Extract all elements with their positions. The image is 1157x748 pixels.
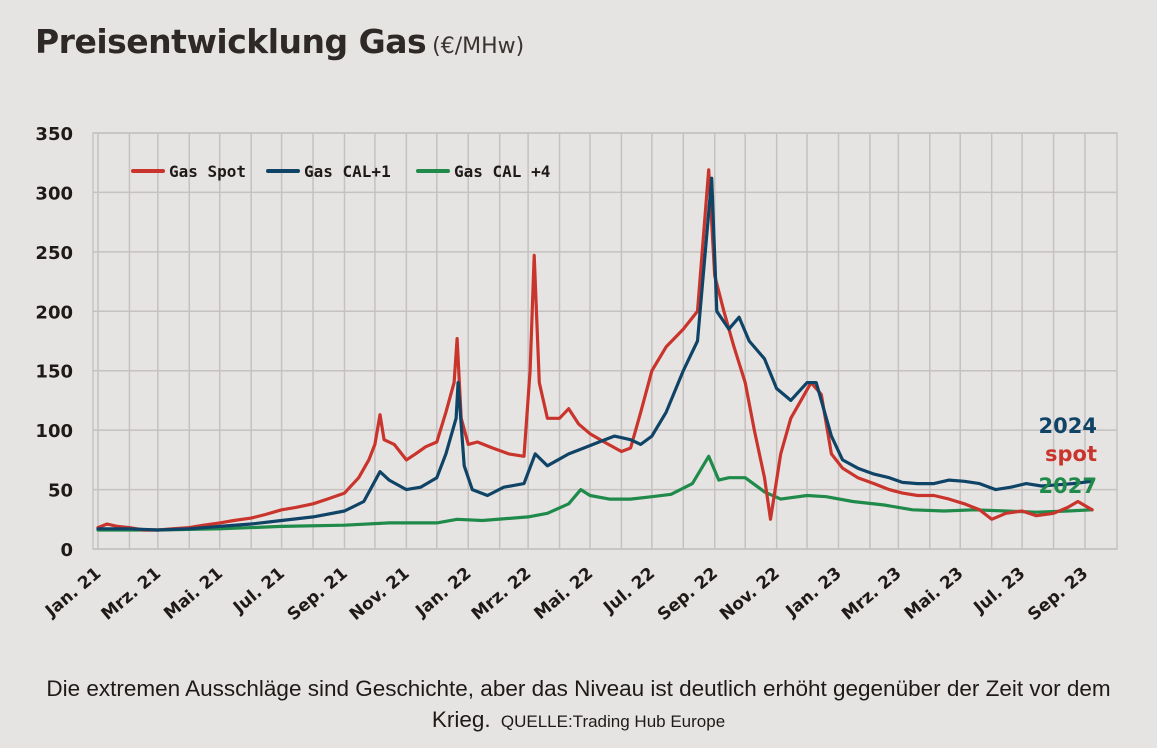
legend-label: Gas CAL +4 (454, 162, 550, 181)
end-label: 2024 (1039, 414, 1097, 438)
chart-unit: (€/MHw) (432, 34, 525, 59)
legend-label: Gas CAL+1 (304, 162, 391, 181)
y-tick-label: 50 (48, 481, 73, 502)
end-labels: 2024 spot 2027 (1039, 414, 1097, 498)
x-tick-label: Jul. 22 (599, 564, 659, 619)
legend: Gas Spot Gas CAL+1 Gas CAL +4 (131, 162, 550, 181)
source-note: QUELLE:Trading Hub Europe (500, 712, 726, 731)
x-tick-label: Nov. 22 (716, 564, 784, 625)
end-label: 2027 (1039, 474, 1097, 498)
chart-title: Preisentwicklung Gas (€/MHw) (35, 22, 524, 61)
y-tick-label: 250 (35, 243, 73, 264)
y-tick-label: 300 (35, 183, 73, 204)
y-tick-label: 200 (35, 302, 73, 323)
series-line-1 (96, 176, 1094, 532)
caption: Die extremen Ausschläge sind Geschichte,… (30, 673, 1127, 737)
x-tick-label: Jul. 23 (970, 564, 1030, 619)
x-tick-label: Jan. 21 (41, 564, 105, 622)
x-tick-label: Mai. 21 (160, 564, 227, 624)
x-tick-label: Mai. 23 (901, 564, 968, 624)
x-tick-label: Mrz. 23 (838, 564, 905, 625)
series-lines (96, 168, 1094, 532)
x-tick-label: Nov. 21 (346, 564, 414, 625)
x-tick-label: Sep. 22 (654, 564, 722, 626)
x-tick-label: Jan. 23 (782, 564, 846, 622)
series-line-2 (96, 454, 1094, 532)
x-tick-label: Mrz. 22 (468, 564, 535, 625)
grid (92, 132, 1118, 550)
x-tick-label: Sep. 23 (1024, 564, 1092, 626)
end-label: spot (1045, 442, 1097, 466)
x-tick-label: Sep. 21 (284, 564, 352, 626)
legend-label: Gas Spot (169, 162, 246, 181)
y-tick-label: 150 (35, 362, 73, 383)
y-tick-label: 0 (60, 540, 73, 561)
y-tick-label: 100 (35, 421, 73, 442)
series-line-0 (96, 168, 1094, 532)
x-tick-label: Mrz. 21 (98, 564, 165, 625)
chart-title-text: Preisentwicklung Gas (35, 22, 427, 61)
y-tick-label: 350 (35, 124, 73, 145)
x-tick-label: Mai. 22 (531, 564, 598, 624)
x-tick-label: Jan. 22 (411, 564, 475, 622)
caption-text: Die extremen Ausschläge sind Geschichte,… (46, 676, 1111, 732)
plot-area (92, 132, 1118, 550)
x-tick-label: Jul. 21 (229, 564, 289, 619)
